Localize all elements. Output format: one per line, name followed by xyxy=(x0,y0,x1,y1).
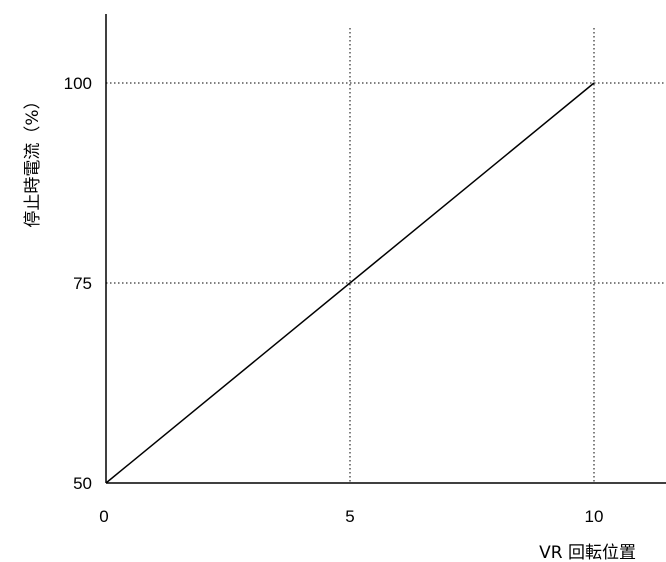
x-tick-label: 5 xyxy=(345,507,354,526)
x-tick-label: 10 xyxy=(585,507,604,526)
y-tick-label: 100 xyxy=(64,74,92,93)
y-tick-label: 50 xyxy=(73,474,92,493)
y-axis-label: 停止時電流（%） xyxy=(23,92,43,227)
series-line-0 xyxy=(105,82,595,484)
grid-lines xyxy=(106,28,666,483)
x-tick-label: 0 xyxy=(99,507,108,526)
series-layer xyxy=(105,82,595,484)
axes xyxy=(105,14,666,484)
y-tick-label: 75 xyxy=(73,274,92,293)
labels: 50 75 100 0 5 10 VR 回転位置 停止時電流（%） xyxy=(23,74,636,562)
x-axis-label: VR 回転位置 xyxy=(539,543,636,562)
